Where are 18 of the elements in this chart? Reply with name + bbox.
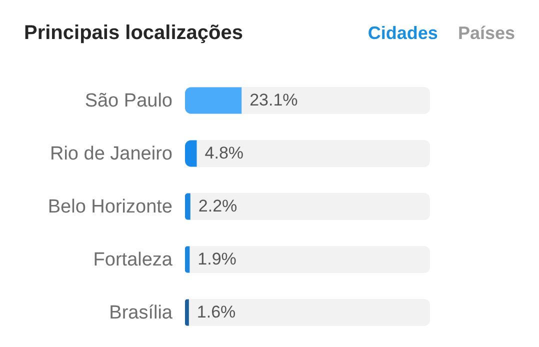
text: Cidades bbox=[368, 23, 438, 43]
chart-title: Principais localizações bbox=[24, 22, 243, 45]
bar bbox=[185, 140, 197, 167]
data-label: 23.1% bbox=[250, 90, 298, 110]
y-tick-label: Belo Horizonte bbox=[48, 196, 172, 218]
bar bbox=[185, 299, 189, 326]
y-tick-label: São Paulo bbox=[84, 90, 172, 112]
data-label: 2.2% bbox=[198, 196, 238, 216]
y-tick-label: Fortaleza bbox=[93, 250, 173, 270]
y-tick-label: Brasília bbox=[109, 302, 173, 324]
bar bbox=[185, 193, 190, 220]
data-label: 1.9% bbox=[198, 250, 236, 268]
text: Países bbox=[458, 23, 515, 43]
bar bbox=[185, 246, 190, 273]
data-label: 4.8% bbox=[204, 144, 244, 162]
bar bbox=[185, 87, 242, 114]
data-label: 1.6% bbox=[196, 302, 236, 322]
y-tick-label: Rio de Janeiro bbox=[50, 144, 172, 164]
